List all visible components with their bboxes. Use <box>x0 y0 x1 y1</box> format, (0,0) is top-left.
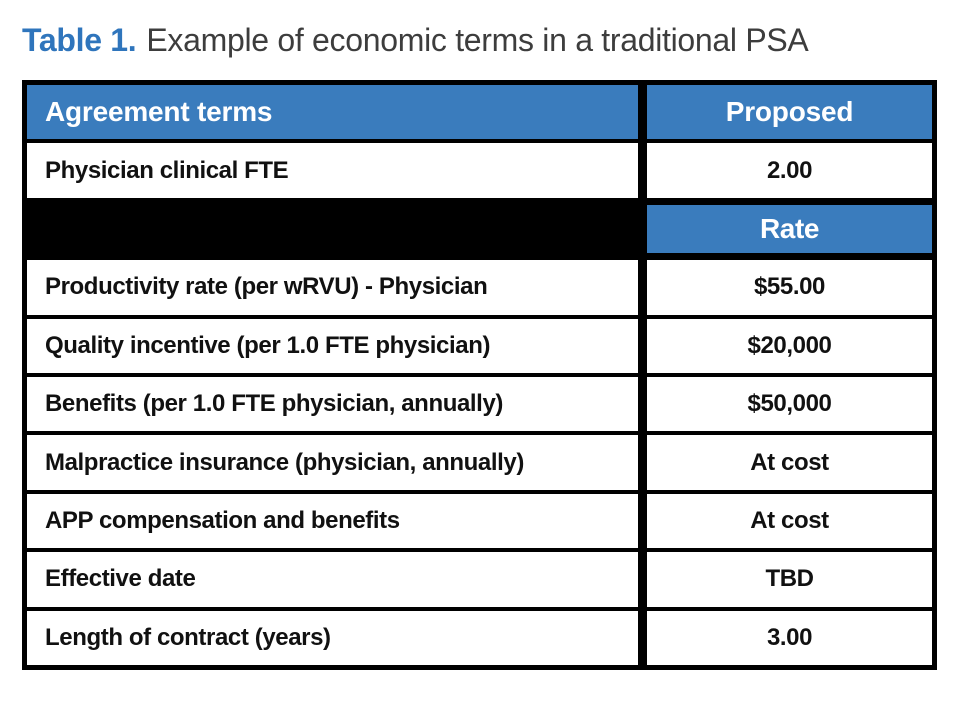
table-title-number: Table 1. <box>22 22 137 58</box>
table-row-value: At cost <box>647 493 932 549</box>
table-row-term: Effective date <box>27 552 638 607</box>
column-header-agreement-terms: Agreement terms <box>27 85 638 140</box>
table-row-term: Quality incentive (per 1.0 FTE physician… <box>27 318 638 373</box>
black-spacer-cell <box>27 201 638 257</box>
table-row-value: At cost <box>647 435 932 490</box>
table-title: Table 1. Example of economic terms in a t… <box>22 22 934 59</box>
table-row-term: Productivity rate (per wRVU) - Physician <box>27 260 638 315</box>
table-row-term: APP compensation and benefits <box>27 493 638 549</box>
economic-terms-table: Agreement terms Proposed Physician clini… <box>22 80 937 670</box>
table-title-text: Example of economic terms in a tradition… <box>146 22 809 58</box>
column-header-proposed: Proposed <box>647 85 932 140</box>
table-row-value: $20,000 <box>647 318 932 373</box>
table-row-value: $50,000 <box>647 377 932 432</box>
table-row-term: Physician clinical FTE <box>27 143 638 198</box>
table-row-term: Benefits (per 1.0 FTE physician, annuall… <box>27 377 638 432</box>
column-header-rate: Rate <box>647 201 932 257</box>
table-row-term: Length of contract (years) <box>27 610 638 665</box>
table-row-value: 2.00 <box>647 143 932 198</box>
table-row-value: $55.00 <box>647 260 932 315</box>
table-row-term: Malpractice insurance (physician, annual… <box>27 435 638 490</box>
table-row-value: TBD <box>647 552 932 607</box>
table-row-value: 3.00 <box>647 610 932 665</box>
